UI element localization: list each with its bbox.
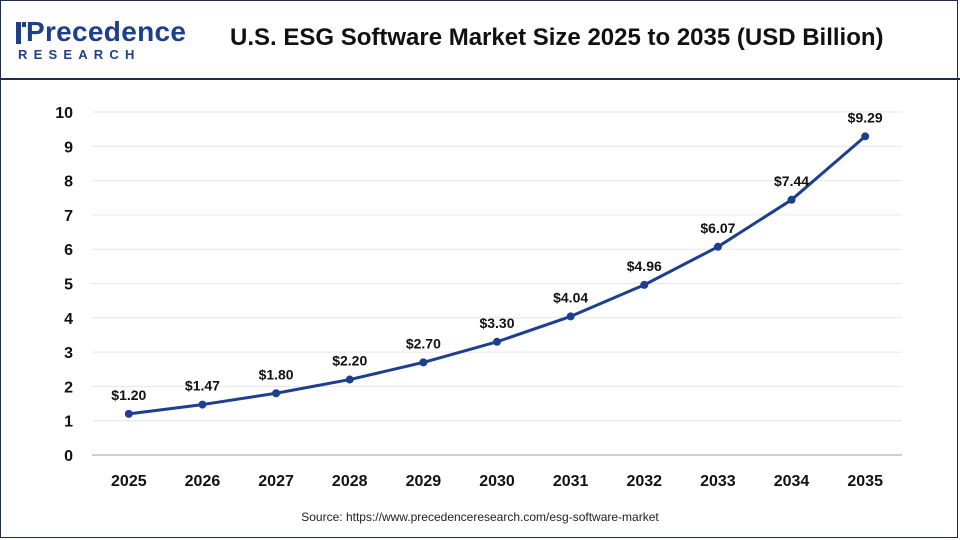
y-tick-label: 4 <box>64 311 73 328</box>
y-tick-label: 7 <box>64 208 73 225</box>
y-tick-label: 0 <box>64 448 73 465</box>
data-label: $7.44 <box>774 173 809 189</box>
x-tick-label: 2033 <box>700 473 736 490</box>
data-label: $3.30 <box>479 315 514 331</box>
data-label: $9.29 <box>848 109 883 125</box>
x-tick-label: 2035 <box>847 473 883 490</box>
x-tick-label: 2025 <box>111 473 147 490</box>
data-label: $1.20 <box>111 387 146 403</box>
data-label: $2.70 <box>406 335 441 351</box>
data-label: $1.47 <box>185 378 220 394</box>
chart-title: U.S. ESG Software Market Size 2025 to 20… <box>230 24 884 51</box>
x-tick-label: 2034 <box>774 473 810 490</box>
logo-mark-icon <box>16 22 26 44</box>
data-point <box>493 337 501 346</box>
data-label: $1.80 <box>259 366 294 382</box>
brand-logo: Precedence RESEARCH <box>14 14 186 64</box>
data-label: $2.20 <box>332 353 367 369</box>
y-tick-label: 2 <box>64 379 73 396</box>
x-tick-label: 2028 <box>332 473 368 490</box>
data-point <box>272 389 281 398</box>
x-tick-label: 2026 <box>185 473 221 490</box>
header: Precedence RESEARCH U.S. ESG Software Ma… <box>0 0 960 80</box>
line-chart: 0 1 2 3 4 5 6 7 8 9 10 2025 2026 2027 2028 2029 2030 2031… <box>55 105 902 490</box>
data-point <box>713 242 722 251</box>
x-tick-label: 2031 <box>553 473 589 490</box>
data-point <box>566 312 575 321</box>
series-line <box>128 135 867 416</box>
x-tick-label: 2027 <box>258 473 294 490</box>
x-tick-label: 2030 <box>479 473 515 490</box>
data-point <box>861 132 870 141</box>
logo-subtext: RESEARCH <box>18 47 141 62</box>
header-divider <box>0 78 960 80</box>
y-tick-label: 5 <box>64 277 73 294</box>
x-tick-label: 2032 <box>626 473 662 490</box>
data-point <box>787 195 796 204</box>
y-tick-label: 8 <box>64 174 73 191</box>
y-tick-label: 10 <box>55 105 73 122</box>
y-tick-label: 6 <box>64 242 73 259</box>
data-point <box>345 375 354 384</box>
logo-wordmark: Precedence <box>26 16 187 47</box>
x-tick-label: 2029 <box>406 473 442 490</box>
data-label: $4.04 <box>553 289 588 305</box>
y-tick-label: 3 <box>64 345 73 362</box>
data-point <box>198 400 207 409</box>
data-label: $4.96 <box>627 258 662 274</box>
y-tick-label: 9 <box>64 139 73 156</box>
y-tick-label: 1 <box>64 414 73 431</box>
data-point <box>419 358 428 367</box>
data-point <box>124 409 133 418</box>
data-label: $6.07 <box>700 220 735 236</box>
source-note: Source: https://www.precedenceresearch.c… <box>301 510 659 524</box>
data-point <box>640 280 649 289</box>
